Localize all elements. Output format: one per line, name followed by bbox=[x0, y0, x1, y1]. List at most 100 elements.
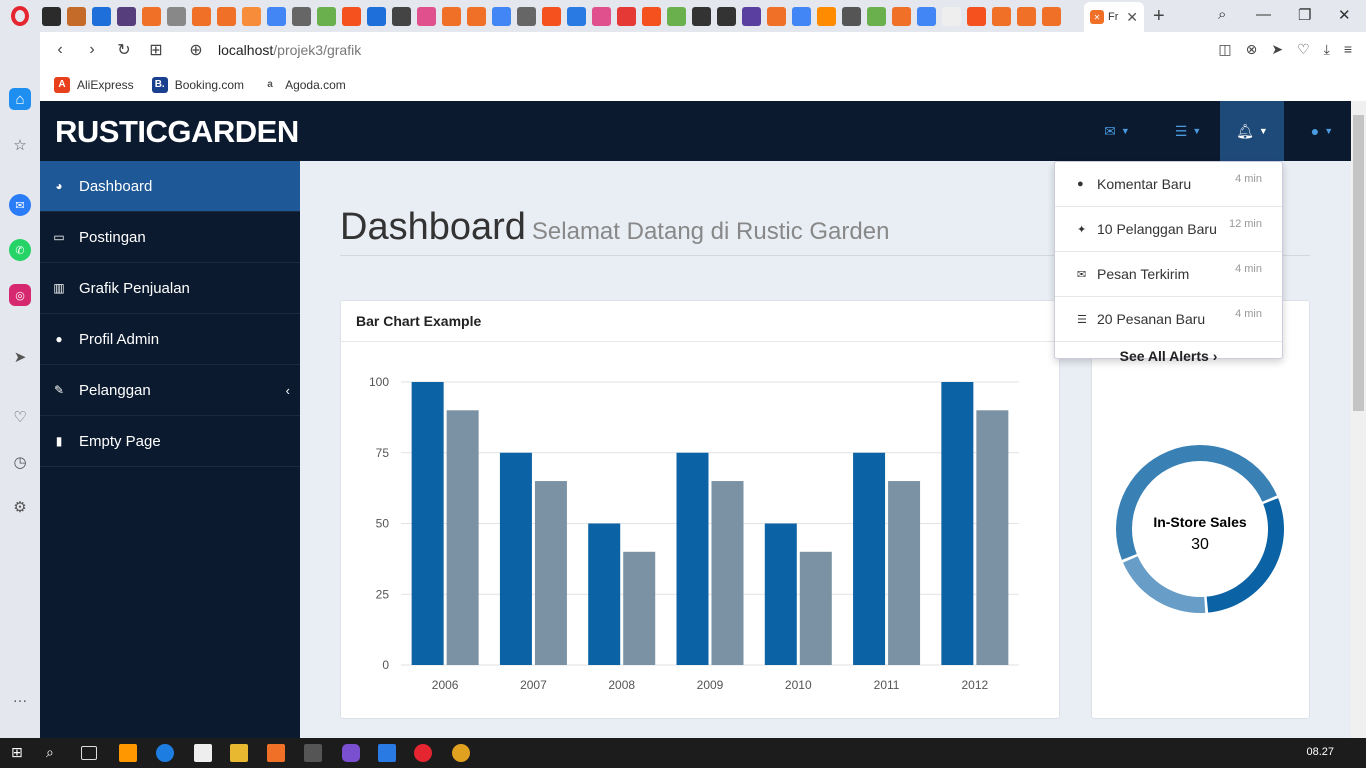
whatsapp-icon[interactable]: ✆ bbox=[9, 239, 31, 261]
tab-favicon[interactable] bbox=[117, 6, 136, 26]
more-icon[interactable]: … bbox=[12, 688, 28, 706]
bar-2012-series-1[interactable] bbox=[941, 382, 974, 665]
menu-icon[interactable]: ≡ bbox=[1343, 41, 1352, 57]
chrome-icon[interactable] bbox=[452, 744, 470, 762]
brand-logo[interactable]: RUSTICGARDEN bbox=[55, 114, 299, 149]
tab-favicon[interactable] bbox=[142, 6, 161, 26]
task-view-icon[interactable] bbox=[81, 746, 97, 760]
tab-favicon[interactable] bbox=[517, 6, 536, 26]
cmd-icon[interactable] bbox=[304, 744, 322, 762]
tab-favicon[interactable] bbox=[667, 6, 686, 26]
back-icon[interactable]: ‹ bbox=[57, 41, 63, 58]
tab-favicon[interactable] bbox=[617, 6, 636, 26]
alert-item[interactable]: ☰ 20 Pesanan Baru 4 min bbox=[1055, 297, 1282, 342]
minimize-icon[interactable]: — bbox=[1256, 6, 1271, 23]
camera-icon[interactable]: ◫ bbox=[1218, 41, 1232, 57]
tab-favicon[interactable] bbox=[792, 6, 811, 26]
app-icon[interactable] bbox=[342, 744, 360, 762]
sidebar-item-pelanggan[interactable]: ✎ Pelanggan ‹ bbox=[40, 365, 300, 416]
close-window-icon[interactable]: ✕ bbox=[1338, 7, 1351, 24]
url-field[interactable]: localhost/projek3/grafik bbox=[218, 42, 362, 58]
tab-favicon[interactable] bbox=[442, 6, 461, 26]
tab-favicon[interactable] bbox=[417, 6, 436, 26]
alert-item[interactable]: ✦ 10 Pelanggan Baru 12 min bbox=[1055, 207, 1282, 252]
user-dropdown[interactable]: ● ▼ bbox=[1310, 123, 1334, 139]
restore-icon[interactable]: ❐ bbox=[1298, 7, 1312, 24]
alert-item[interactable]: ✉ Pesan Terkirim 4 min bbox=[1055, 252, 1282, 297]
edge-icon[interactable] bbox=[156, 744, 174, 762]
tab-favicon[interactable] bbox=[367, 6, 386, 26]
opera-taskbar-icon[interactable] bbox=[414, 744, 432, 762]
block-icon[interactable]: ⊗ bbox=[1245, 41, 1258, 57]
tab-favicon[interactable] bbox=[767, 6, 786, 26]
scroll-thumb[interactable] bbox=[1353, 115, 1364, 411]
sidebar-item-postingan[interactable]: ▭ Postingan bbox=[40, 212, 300, 263]
star-icon[interactable]: ☆ bbox=[13, 137, 27, 154]
heart-icon[interactable]: ♡ bbox=[1297, 41, 1310, 57]
bar-2012-series-2[interactable] bbox=[976, 410, 1009, 665]
tab-favicon[interactable] bbox=[942, 6, 961, 26]
tab-favicon[interactable] bbox=[817, 6, 836, 26]
tab-favicon[interactable] bbox=[167, 6, 186, 26]
tab-favicon[interactable] bbox=[392, 6, 411, 26]
tab-favicon[interactable] bbox=[317, 6, 336, 26]
instagram-icon[interactable]: ◎ bbox=[9, 284, 31, 306]
bar-2010-series-1[interactable] bbox=[764, 523, 797, 666]
heart-icon[interactable]: ♡ bbox=[13, 409, 27, 426]
opera-logo-icon[interactable] bbox=[0, 0, 40, 32]
bar-2011-series-1[interactable] bbox=[853, 452, 886, 665]
tab-favicon[interactable] bbox=[492, 6, 511, 26]
alert-item[interactable]: ● Komentar Baru 4 min bbox=[1055, 162, 1282, 207]
donut-slice-3[interactable] bbox=[1123, 556, 1206, 613]
messenger-icon[interactable]: ✉ bbox=[9, 194, 31, 216]
speed-dial-icon[interactable]: ⊞ bbox=[149, 42, 163, 59]
tab-favicon[interactable] bbox=[192, 6, 211, 26]
alerts-dropdown[interactable]: 🔔︎ ▼ bbox=[1220, 101, 1284, 161]
tab-favicon[interactable] bbox=[692, 6, 711, 26]
active-tab[interactable]: ✕ Fr ✕ bbox=[1084, 2, 1144, 32]
bar-2009-series-1[interactable] bbox=[676, 452, 709, 665]
tab-favicon[interactable] bbox=[892, 6, 911, 26]
tab-favicon[interactable] bbox=[92, 6, 111, 26]
tab-favicon[interactable] bbox=[592, 6, 611, 26]
start-icon[interactable]: ⊞ bbox=[11, 744, 23, 760]
search-tabs-icon[interactable]: ⌕ bbox=[1218, 6, 1227, 23]
tab-favicon[interactable] bbox=[267, 6, 286, 26]
tab-favicon[interactable] bbox=[292, 6, 311, 26]
tab-favicon[interactable] bbox=[642, 6, 661, 26]
sublime-icon[interactable] bbox=[119, 744, 137, 762]
tab-favicon[interactable] bbox=[242, 6, 261, 26]
tab-favicon[interactable] bbox=[42, 6, 61, 26]
sidebar-item-dashboard[interactable]: ◕ Dashboard bbox=[40, 161, 300, 212]
new-tab-button[interactable]: + bbox=[1153, 5, 1165, 27]
tab-favicon[interactable] bbox=[67, 6, 86, 26]
tab-favicon[interactable] bbox=[467, 6, 486, 26]
tab-favicon[interactable] bbox=[742, 6, 761, 26]
tab-favicon[interactable] bbox=[917, 6, 936, 26]
bar-2009-series-2[interactable] bbox=[711, 481, 744, 665]
donut-slice-1[interactable] bbox=[1206, 498, 1284, 613]
tab-favicon[interactable] bbox=[867, 6, 886, 26]
bar-2007-series-2[interactable] bbox=[534, 481, 567, 665]
explorer-icon[interactable] bbox=[230, 744, 248, 762]
tab-favicon[interactable] bbox=[1017, 6, 1036, 26]
page-scrollbar[interactable] bbox=[1351, 101, 1366, 738]
forward-icon[interactable]: › bbox=[89, 41, 95, 58]
tab-favicon[interactable] bbox=[567, 6, 586, 26]
sidebar-item-profil-admin[interactable]: ● Profil Admin bbox=[40, 314, 300, 365]
search-icon[interactable]: ⌕ bbox=[46, 744, 54, 760]
bookmark-item[interactable]: A AliExpress bbox=[54, 76, 134, 93]
tasks-dropdown[interactable]: ☰ ▼ bbox=[1174, 122, 1202, 139]
send-icon[interactable]: ➤ bbox=[1271, 41, 1284, 57]
tab-favicon[interactable] bbox=[217, 6, 236, 26]
reload-icon[interactable]: ↻ bbox=[117, 42, 131, 59]
tab-favicon[interactable] bbox=[1042, 6, 1061, 26]
bar-2008-series-1[interactable] bbox=[588, 523, 621, 666]
bookmark-item[interactable]: B. Booking.com bbox=[151, 76, 244, 93]
tab-favicon[interactable] bbox=[992, 6, 1011, 26]
bar-2010-series-2[interactable] bbox=[799, 551, 832, 665]
download-icon[interactable]: ⤓ bbox=[1323, 41, 1330, 57]
tab-favicon[interactable] bbox=[342, 6, 361, 26]
donut-slice-2[interactable] bbox=[1115, 444, 1277, 560]
tab-favicon[interactable] bbox=[967, 6, 986, 26]
